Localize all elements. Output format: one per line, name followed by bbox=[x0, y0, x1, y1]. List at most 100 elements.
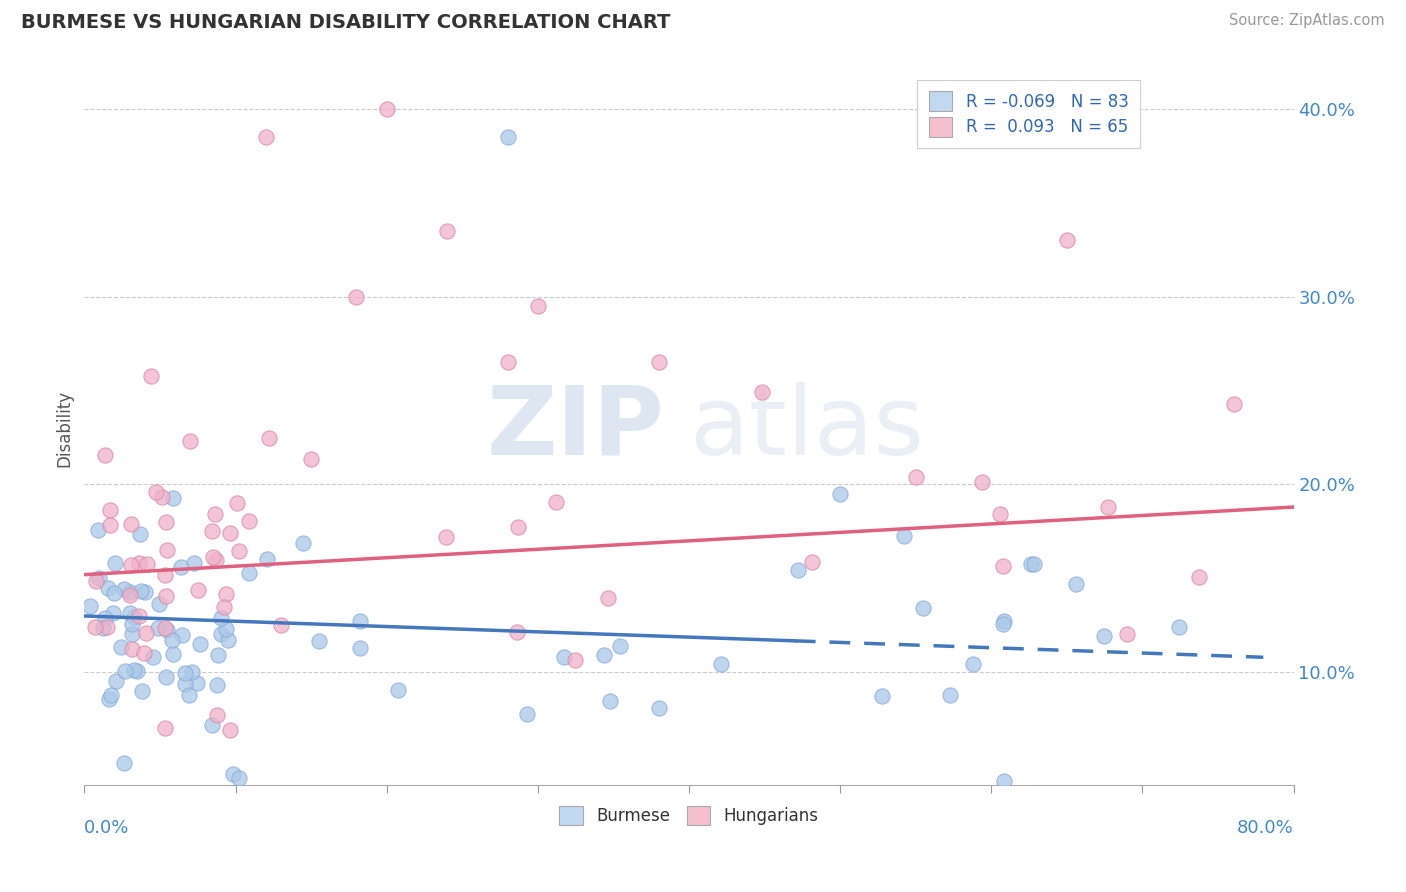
Point bbox=[299, 451, 322, 466]
Point bbox=[122, 663, 145, 677]
Point bbox=[256, 552, 278, 566]
Point bbox=[186, 675, 208, 690]
Point bbox=[599, 694, 621, 708]
Point bbox=[134, 646, 156, 660]
Point bbox=[527, 299, 550, 313]
Point bbox=[270, 618, 292, 632]
Point bbox=[83, 620, 105, 634]
Point bbox=[98, 503, 121, 517]
Point bbox=[181, 665, 204, 680]
Point bbox=[215, 586, 238, 600]
Point bbox=[160, 632, 183, 647]
Point bbox=[114, 664, 136, 678]
Point bbox=[150, 491, 173, 505]
Point bbox=[103, 586, 125, 600]
Point bbox=[553, 650, 575, 665]
Point bbox=[148, 597, 170, 611]
Point bbox=[120, 606, 142, 620]
Point bbox=[155, 621, 177, 635]
Point bbox=[972, 475, 994, 489]
Point bbox=[128, 608, 150, 623]
Point bbox=[204, 553, 226, 567]
Point bbox=[142, 649, 165, 664]
Point bbox=[153, 568, 176, 582]
Point bbox=[228, 771, 250, 785]
Point bbox=[162, 647, 184, 661]
Point bbox=[346, 290, 368, 304]
Point bbox=[183, 556, 205, 570]
Point bbox=[212, 600, 235, 615]
Point bbox=[114, 582, 136, 597]
Point bbox=[1019, 558, 1042, 572]
Point bbox=[187, 582, 209, 597]
Point bbox=[939, 688, 962, 702]
Y-axis label: Disability: Disability bbox=[55, 390, 73, 467]
Point bbox=[225, 496, 247, 510]
Point bbox=[259, 432, 281, 446]
Point bbox=[1064, 577, 1087, 591]
Point bbox=[596, 591, 619, 605]
Point bbox=[120, 558, 142, 572]
Point bbox=[155, 543, 177, 558]
Point bbox=[800, 555, 823, 569]
Point bbox=[209, 627, 232, 641]
Point bbox=[100, 688, 122, 702]
Point bbox=[120, 517, 142, 532]
Point bbox=[349, 614, 371, 628]
Point bbox=[128, 556, 150, 570]
Point bbox=[155, 722, 177, 736]
Point bbox=[174, 677, 197, 691]
Point bbox=[349, 640, 371, 655]
Point bbox=[830, 487, 852, 501]
Point bbox=[222, 767, 245, 781]
Point bbox=[139, 369, 162, 384]
Point bbox=[228, 543, 250, 558]
Point bbox=[207, 648, 229, 662]
Point bbox=[174, 666, 197, 681]
Point bbox=[146, 621, 169, 635]
Point bbox=[291, 536, 314, 550]
Text: atlas: atlas bbox=[689, 382, 924, 475]
Point bbox=[1024, 558, 1046, 572]
Point bbox=[179, 434, 201, 448]
Point bbox=[87, 571, 110, 585]
Point bbox=[506, 519, 529, 533]
Point bbox=[564, 653, 586, 667]
Point bbox=[1097, 500, 1119, 515]
Point bbox=[145, 484, 167, 499]
Point bbox=[991, 558, 1014, 573]
Point bbox=[893, 529, 915, 543]
Point bbox=[155, 589, 177, 603]
Point bbox=[993, 616, 1015, 631]
Text: Source: ZipAtlas.com: Source: ZipAtlas.com bbox=[1229, 13, 1385, 29]
Point bbox=[218, 525, 240, 540]
Point bbox=[204, 507, 226, 521]
Point bbox=[962, 657, 984, 672]
Legend: Burmese, Hungarians: Burmese, Hungarians bbox=[551, 797, 827, 834]
Point bbox=[134, 585, 156, 599]
Point bbox=[238, 514, 260, 528]
Point bbox=[170, 560, 193, 574]
Point bbox=[104, 557, 127, 571]
Point bbox=[131, 583, 153, 598]
Point bbox=[121, 626, 143, 640]
Point bbox=[179, 688, 201, 702]
Point bbox=[787, 563, 810, 577]
Point bbox=[101, 606, 124, 620]
Point bbox=[97, 692, 120, 706]
Point bbox=[125, 665, 148, 679]
Text: 80.0%: 80.0% bbox=[1237, 819, 1294, 837]
Point bbox=[238, 566, 260, 580]
Point bbox=[1222, 396, 1244, 410]
Point bbox=[1167, 620, 1189, 634]
Point bbox=[308, 634, 330, 648]
Point bbox=[516, 707, 538, 722]
Point bbox=[170, 627, 193, 641]
Point bbox=[1092, 629, 1115, 643]
Point bbox=[97, 581, 120, 595]
Point bbox=[905, 470, 928, 484]
Point bbox=[156, 623, 179, 637]
Point bbox=[93, 621, 115, 635]
Point bbox=[155, 670, 177, 684]
Point bbox=[993, 615, 1015, 629]
